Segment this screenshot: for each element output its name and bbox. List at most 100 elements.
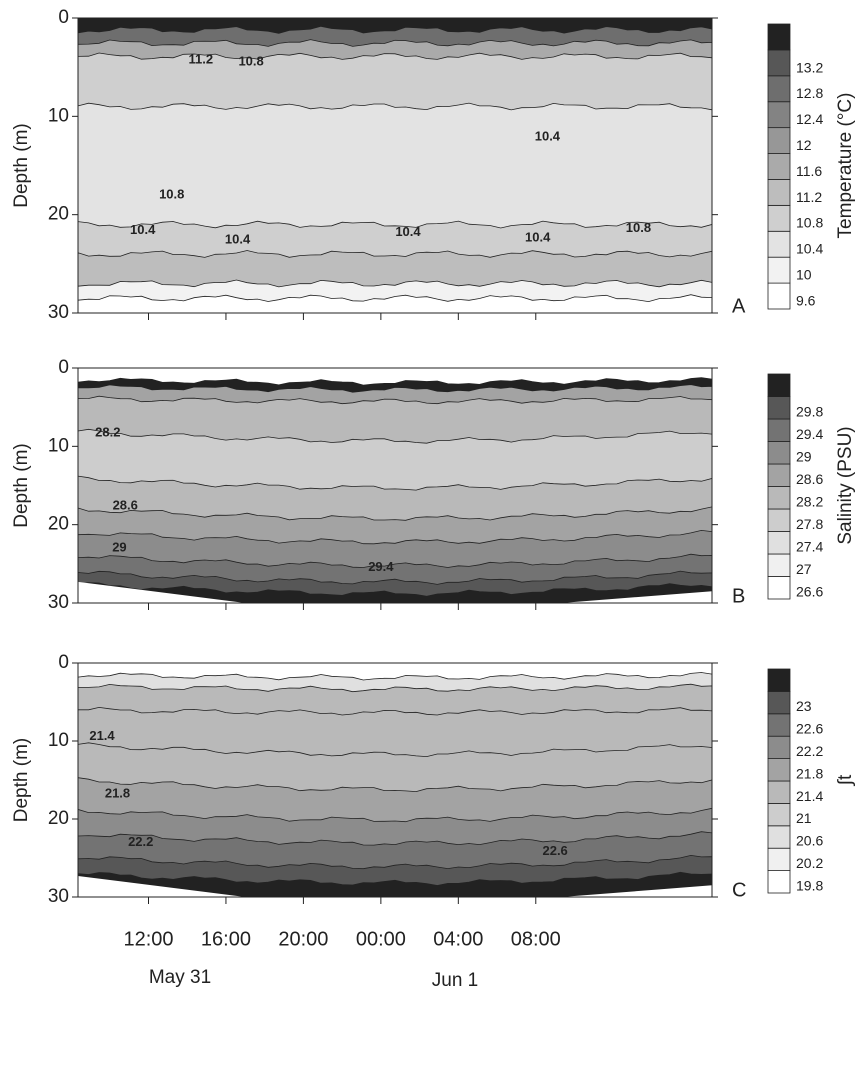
colorbar-label: 27	[796, 561, 812, 577]
colorbar-label: 11.2	[796, 189, 822, 205]
contour-label: 21.8	[105, 785, 130, 800]
date-label: Jun 1	[432, 970, 478, 991]
contour-label: 10.8	[626, 220, 651, 235]
y-tick-label: 30	[48, 886, 69, 907]
colorbar-swatch	[767, 23, 791, 51]
contour-label: 10.4	[395, 224, 421, 239]
colorbar-label: 21.4	[796, 788, 823, 804]
y-tick-label: 10	[48, 730, 69, 751]
x-tick-label: 16:00	[201, 928, 251, 950]
contour-label: 29	[112, 540, 126, 555]
colorbar-swatch	[767, 735, 791, 760]
contour-label: 10.8	[238, 54, 263, 69]
y-tick-label: 20	[48, 808, 69, 829]
y-axis-label: Depth (m)	[11, 443, 32, 527]
x-tick-label: 08:00	[511, 928, 561, 950]
colorbar-swatch	[767, 825, 791, 849]
no-data	[78, 875, 712, 897]
x-tick-label: 04:00	[433, 928, 483, 950]
y-tick-label: 20	[48, 514, 69, 535]
colorbar-label: 21.8	[796, 765, 823, 781]
colorbar-label: 29.4	[796, 426, 823, 442]
colorbar-swatch	[767, 486, 791, 510]
colorbar-label: 20.2	[796, 855, 823, 871]
contour-label: 11.2	[188, 52, 213, 67]
colorbar-label: 26.6	[796, 583, 823, 599]
colorbar-swatch	[767, 713, 791, 737]
x-tick-label: 12:00	[123, 928, 173, 950]
colorbar-label: 12.4	[796, 111, 823, 127]
y-tick-label: 0	[58, 7, 69, 28]
colorbar-swatch	[767, 780, 791, 804]
colorbar-swatch	[767, 127, 791, 154]
colorbar-label: 21	[796, 810, 812, 826]
date-label: May 31	[149, 967, 211, 988]
colorbar-swatch	[767, 691, 791, 715]
colorbar-swatch	[767, 256, 791, 284]
colorbar-swatch	[767, 396, 791, 420]
contour-panel: 0 10 20 30 Depth (m) A 11.2 10.8 10.4 10.8 10.4 10.…	[11, 7, 856, 323]
colorbar-swatch	[767, 531, 791, 555]
colorbar-swatch	[767, 441, 791, 465]
colorbar-label: 28.2	[796, 493, 823, 509]
colorbar-swatch	[767, 463, 791, 487]
contour-band	[78, 294, 712, 313]
colorbar-label: 23	[796, 698, 812, 714]
contour-label: 29.4	[368, 559, 394, 574]
colorbar-swatch	[767, 508, 791, 532]
contour-label: 10.8	[159, 186, 184, 201]
no-data	[78, 581, 712, 603]
colorbar-label: 12	[796, 137, 812, 153]
colorbar-label: 29	[796, 448, 812, 464]
contour-label: 21.4	[89, 728, 115, 743]
colorbar-title: Salinity (PSU)	[835, 426, 856, 544]
contour-fill	[78, 368, 712, 603]
plot-frame	[77, 367, 713, 604]
colorbar-swatch	[767, 870, 791, 894]
contour-panel: 0 10 20 30 Depth (m) C 21.4 21.8 22.2 22.6 19.8 20.…	[11, 652, 856, 907]
colorbar-label: 10.4	[796, 241, 823, 257]
contour-label: 28.2	[95, 424, 120, 439]
contour-band	[78, 871, 712, 897]
colorbar-label: 20.6	[796, 833, 823, 849]
contour-label: 10.4	[525, 230, 551, 245]
colorbar-swatch	[767, 282, 791, 310]
y-axis-label: Depth (m)	[11, 123, 32, 207]
colorbar-swatch	[767, 553, 791, 577]
colorbar-swatch	[767, 373, 791, 397]
colorbar-label: 9.6	[796, 292, 816, 308]
colorbar-swatch	[767, 204, 791, 232]
colorbar-label: 28.6	[796, 471, 823, 487]
y-tick-label: 10	[48, 105, 69, 126]
contour-label: 10.4	[130, 222, 156, 237]
y-tick-label: 0	[58, 357, 69, 378]
colorbar-title: Temperature (°C)	[835, 93, 856, 239]
contour-panel: 0 10 20 30 Depth (m) B 28.2 28.6 29 29.4 26.6 27 27.…	[11, 357, 856, 613]
colorbar-swatch	[767, 230, 791, 258]
colorbar-swatch	[767, 847, 791, 872]
colorbar-swatch	[767, 758, 791, 782]
colorbar-label: 22.6	[796, 721, 823, 737]
colorbar-label: 13.2	[796, 59, 823, 75]
colorbar-label: 10.8	[796, 215, 823, 231]
colorbar-swatch	[767, 153, 791, 180]
colorbar-swatch	[767, 75, 791, 103]
colorbar-label: 11.6	[796, 163, 822, 179]
colorbar-label: 10	[796, 267, 812, 283]
panel-letter: A	[732, 295, 746, 317]
colorbar-label: 19.8	[796, 877, 823, 893]
y-axis-label: Depth (m)	[11, 738, 32, 822]
colorbar-label: 29.8	[796, 403, 823, 419]
contour-label: 28.6	[113, 497, 138, 512]
colorbar-swatch	[767, 803, 791, 827]
panel-letter: C	[732, 879, 746, 901]
contour-label: 22.6	[542, 843, 567, 858]
y-tick-label: 30	[48, 592, 69, 613]
colorbar-swatch	[767, 418, 791, 442]
y-tick-label: 10	[48, 435, 69, 456]
plot-frame	[77, 17, 713, 314]
contour-label: 10.4	[225, 232, 251, 247]
colorbar-title: ∫t	[835, 774, 856, 786]
y-tick-label: 0	[58, 652, 69, 673]
